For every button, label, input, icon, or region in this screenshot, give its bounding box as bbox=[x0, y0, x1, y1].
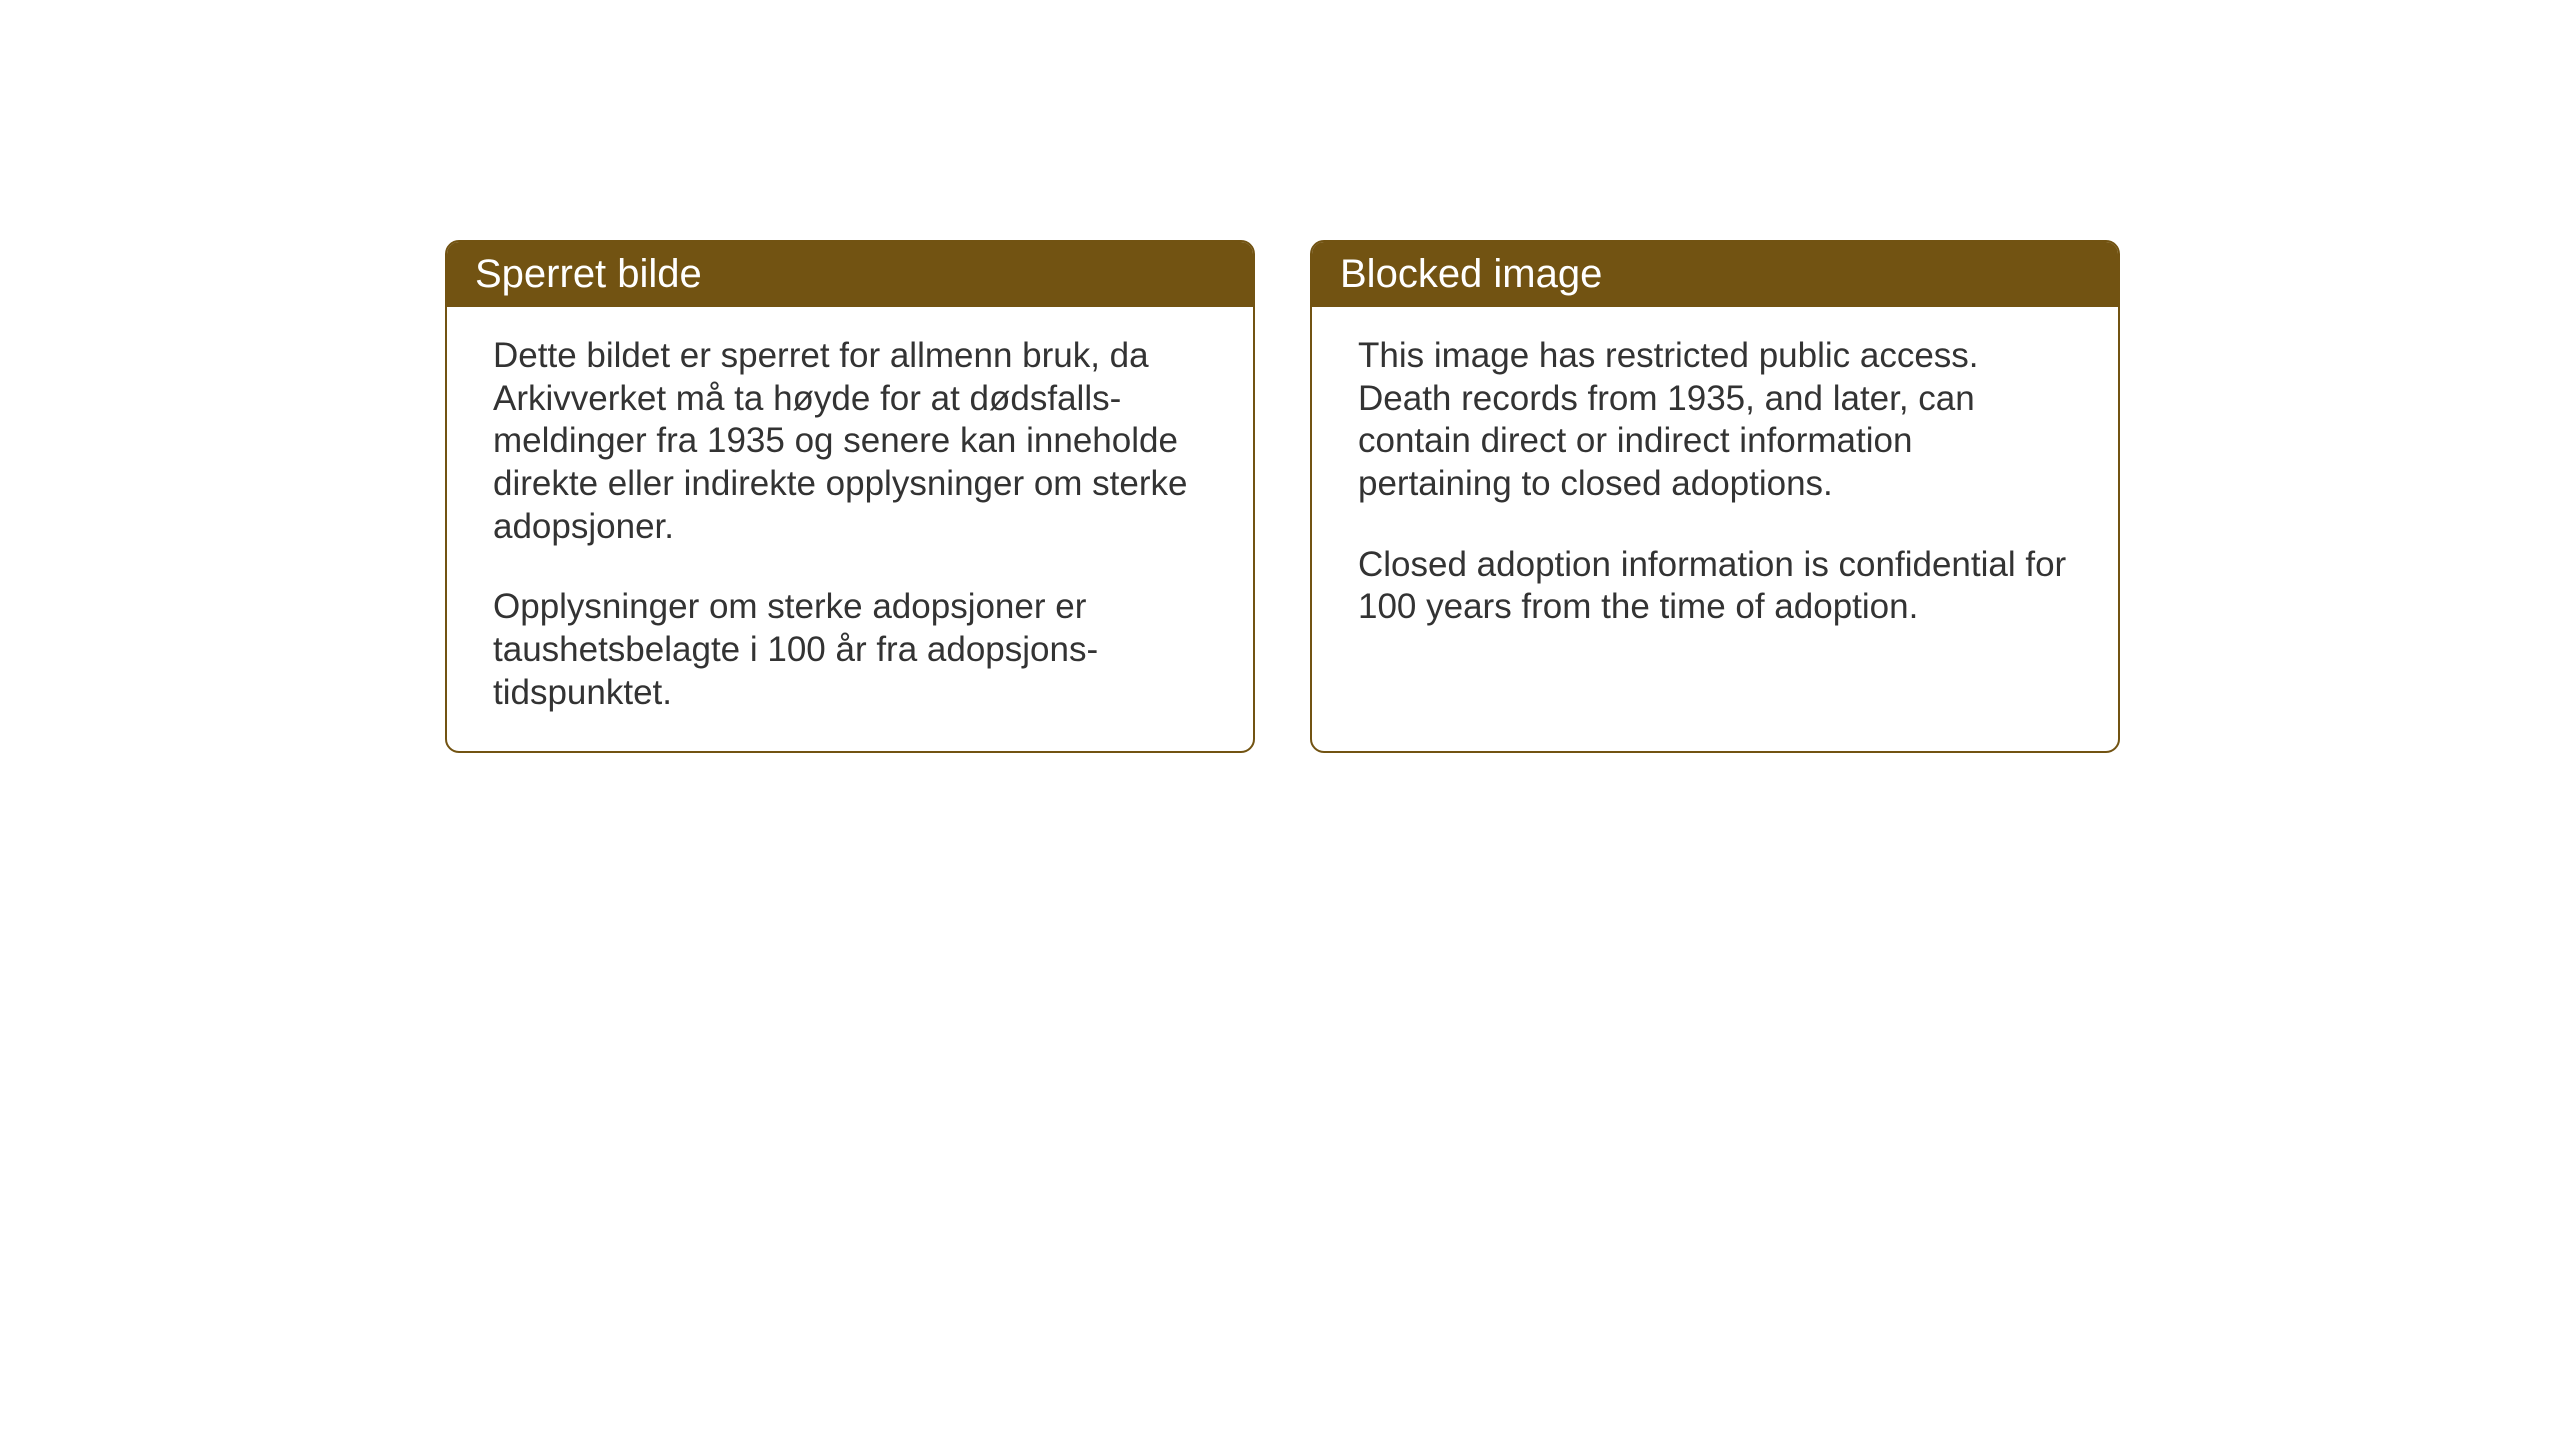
notice-box-english: Blocked image This image has restricted … bbox=[1310, 240, 2120, 753]
notice-title-english: Blocked image bbox=[1340, 252, 1602, 296]
notice-paragraph-1-norwegian: Dette bildet er sperret for allmenn bruk… bbox=[493, 335, 1207, 548]
notice-header-norwegian: Sperret bilde bbox=[447, 242, 1253, 307]
notice-box-norwegian: Sperret bilde Dette bildet er sperret fo… bbox=[445, 240, 1255, 753]
notice-container: Sperret bilde Dette bildet er sperret fo… bbox=[0, 0, 2560, 753]
notice-header-english: Blocked image bbox=[1312, 242, 2118, 307]
notice-title-norwegian: Sperret bilde bbox=[475, 252, 702, 296]
notice-paragraph-1-english: This image has restricted public access.… bbox=[1358, 335, 2072, 506]
notice-body-norwegian: Dette bildet er sperret for allmenn bruk… bbox=[447, 307, 1253, 751]
notice-body-english: This image has restricted public access.… bbox=[1312, 307, 2118, 665]
notice-paragraph-2-norwegian: Opplysninger om sterke adopsjoner er tau… bbox=[493, 586, 1207, 714]
notice-paragraph-2-english: Closed adoption information is confident… bbox=[1358, 544, 2072, 629]
